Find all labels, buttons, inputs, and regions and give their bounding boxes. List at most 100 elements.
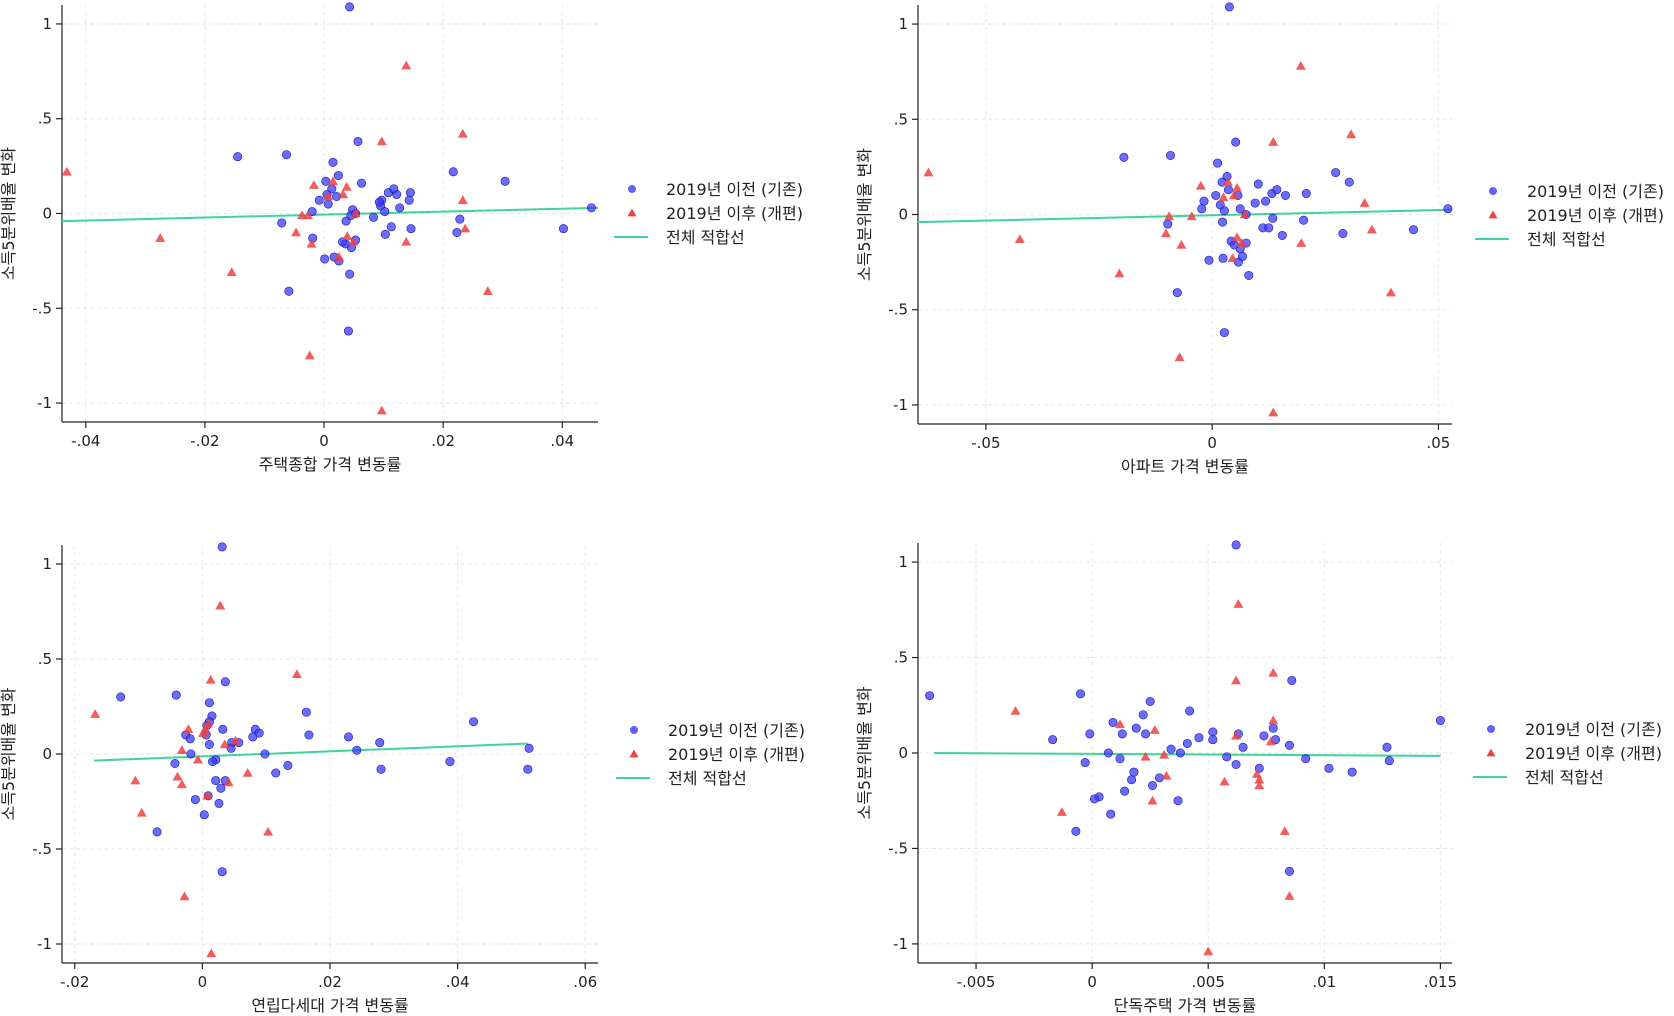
point-after-2019 [304,350,315,360]
point-before-2019 [1131,723,1141,733]
point-after-2019 [1195,180,1206,190]
point-before-2019 [1076,689,1086,699]
point-after-2019 [308,180,319,189]
point-after-2019 [205,674,216,684]
point-before-2019 [1382,742,1392,752]
point-before-2019 [1223,185,1233,195]
point-before-2019 [321,176,331,186]
y-tick-label: -1 [37,935,52,953]
point-after-2019 [342,231,353,240]
point-before-2019 [1103,748,1113,758]
point-after-2019 [457,128,468,138]
point-after-2019 [130,775,141,785]
legend-label-fit: 전체 적합선 [1527,230,1606,249]
point-before-2019 [352,745,362,755]
x-tick-label: .05 [1426,434,1450,452]
point-before-2019 [186,749,196,759]
point-before-2019 [357,178,367,188]
point-after-2019 [1231,730,1242,740]
point-before-2019 [1218,253,1228,263]
point-before-2019 [1208,735,1218,745]
point-before-2019 [1331,168,1341,178]
point-before-2019 [558,224,568,234]
y-tick-label: -.5 [888,301,908,319]
point-before-2019 [1443,204,1453,214]
point-before-2019 [1268,213,1278,223]
point-before-2019 [208,757,218,767]
point-before-2019 [376,764,386,774]
point-after-2019 [1359,198,1370,207]
point-before-2019 [1384,756,1394,766]
point-after-2019 [1296,238,1307,247]
legend-marker-after [1488,210,1498,219]
point-after-2019 [192,754,203,764]
point-before-2019 [380,207,390,217]
point-before-2019 [586,203,596,213]
point-before-2019 [152,827,162,837]
legend: 2019년 이전 (기존) 2019년 이후 (개편) 전체 적합선 [1475,182,1664,249]
point-before-2019 [1222,752,1232,762]
point-before-2019 [185,734,195,744]
y-tick-label: 1 [898,15,908,33]
point-before-2019 [226,743,236,753]
point-after-2019 [1279,826,1290,836]
point-before-2019 [380,229,390,239]
x-tick-label: -.02 [190,432,219,450]
point-after-2019 [291,669,302,678]
point-before-2019 [1324,763,1334,773]
point-before-2019 [353,136,363,146]
x-tick-label: 0 [1087,973,1097,991]
point-after-2019 [923,167,934,177]
panel-housing-composite: 1 .5 0 -.5 -1 -.04 -.02 0 .02 .04 주택종합 가격 변동률 소득5분위… [0,2,803,474]
x-tick-label: -.05 [971,434,1000,452]
point-before-2019 [284,286,294,296]
point-before-2019 [1287,675,1297,685]
point-before-2019 [314,195,324,205]
point-before-2019 [405,188,415,198]
point-before-2019 [406,224,416,234]
fit-line [61,206,599,223]
panel-detached-house: 1 .5 0 -.5 -1 -.005 0 .005 .01 .015 단독주택 가격 변동률 소득5… [855,540,1662,1015]
point-after-2019 [1159,749,1170,759]
point-before-2019 [925,691,935,701]
point-before-2019 [190,795,200,805]
point-before-2019 [1231,759,1241,769]
fit-line [93,742,528,762]
point-before-2019 [1409,225,1419,235]
point-after-2019 [176,745,187,754]
point-after-2019 [482,286,493,295]
point-before-2019 [248,732,258,742]
legend-marker-before [1489,187,1497,195]
y-axis-title: 소득5분위배율 변화 [0,147,18,280]
point-before-2019 [1117,729,1127,739]
legend-marker-after [629,749,639,758]
point-after-2019 [1236,238,1247,247]
point-after-2019 [460,223,471,233]
point-before-2019 [1253,179,1263,189]
point-after-2019 [323,191,334,201]
point-before-2019 [375,738,385,748]
x-tick-label: .02 [318,973,342,991]
point-before-2019 [404,195,414,205]
point-after-2019 [338,189,349,199]
legend-label-before: 2019년 이전 (기존) [666,180,803,199]
point-after-2019 [230,735,241,745]
point-before-2019 [1261,196,1271,206]
point-before-2019 [445,757,455,767]
point-after-2019 [179,891,190,901]
point-before-2019 [452,227,462,237]
y-tick-label: 0 [898,206,908,224]
point-before-2019 [1347,767,1357,777]
point-before-2019 [1127,775,1137,785]
point-before-2019 [1197,204,1207,214]
point-after-2019 [1160,228,1171,238]
legend-marker-before [1487,725,1495,733]
point-before-2019 [333,171,343,181]
y-axis-title: 소득5분위배율 변화 [0,687,18,820]
point-before-2019 [1163,219,1173,229]
point-before-2019 [1299,215,1309,225]
point-before-2019 [1115,754,1125,764]
y-tick-label: .5 [894,649,908,667]
